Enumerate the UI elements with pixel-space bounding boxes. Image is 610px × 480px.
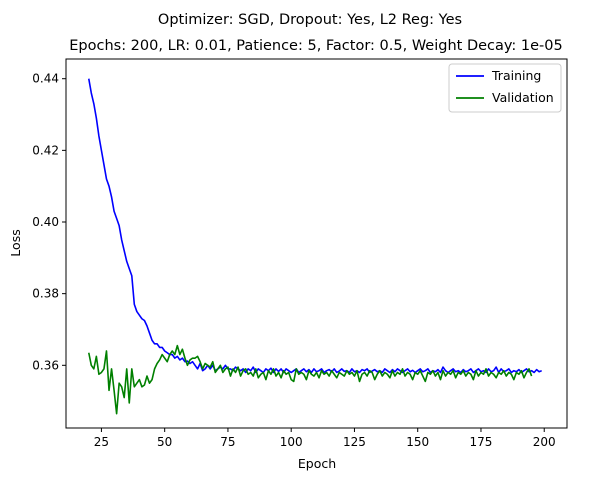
chart-title: Optimizer: SGD, Dropout: Yes, L2 Reg: Ye… bbox=[158, 12, 462, 28]
legend: Training Validation bbox=[448, 63, 562, 113]
x-axis: 25 50 75 100 125 150 175 200 bbox=[94, 428, 556, 449]
x-tick-label: 25 bbox=[94, 435, 109, 449]
plot-frame bbox=[65, 58, 568, 429]
y-tick-label: 0.40 bbox=[32, 215, 59, 229]
chart-subtitle: Epochs: 200, LR: 0.01, Patience: 5, Fact… bbox=[69, 38, 563, 54]
series-line-training bbox=[87, 78, 543, 374]
y-tick-label: 0.38 bbox=[32, 287, 59, 301]
x-tick-label: 200 bbox=[533, 435, 556, 449]
x-tick-label: 100 bbox=[280, 435, 303, 449]
legend-label-validation: Validation bbox=[492, 90, 554, 105]
x-tick-label: 75 bbox=[220, 435, 235, 449]
series-line-validation bbox=[87, 344, 533, 415]
legend-label-training: Training bbox=[491, 68, 541, 83]
y-tick-label: 0.44 bbox=[32, 72, 59, 86]
x-tick-label: 50 bbox=[157, 435, 172, 449]
y-axis: 0.36 0.38 0.40 0.42 0.44 bbox=[32, 72, 66, 372]
plot-lines bbox=[87, 78, 543, 415]
x-tick-label: 175 bbox=[470, 435, 493, 449]
x-tick-label: 150 bbox=[406, 435, 429, 449]
x-axis-label: Epoch bbox=[298, 456, 336, 471]
y-axis-label: Loss bbox=[8, 229, 23, 256]
y-tick-label: 0.42 bbox=[32, 143, 59, 157]
y-tick-label: 0.36 bbox=[32, 358, 59, 372]
x-tick-label: 125 bbox=[343, 435, 366, 449]
